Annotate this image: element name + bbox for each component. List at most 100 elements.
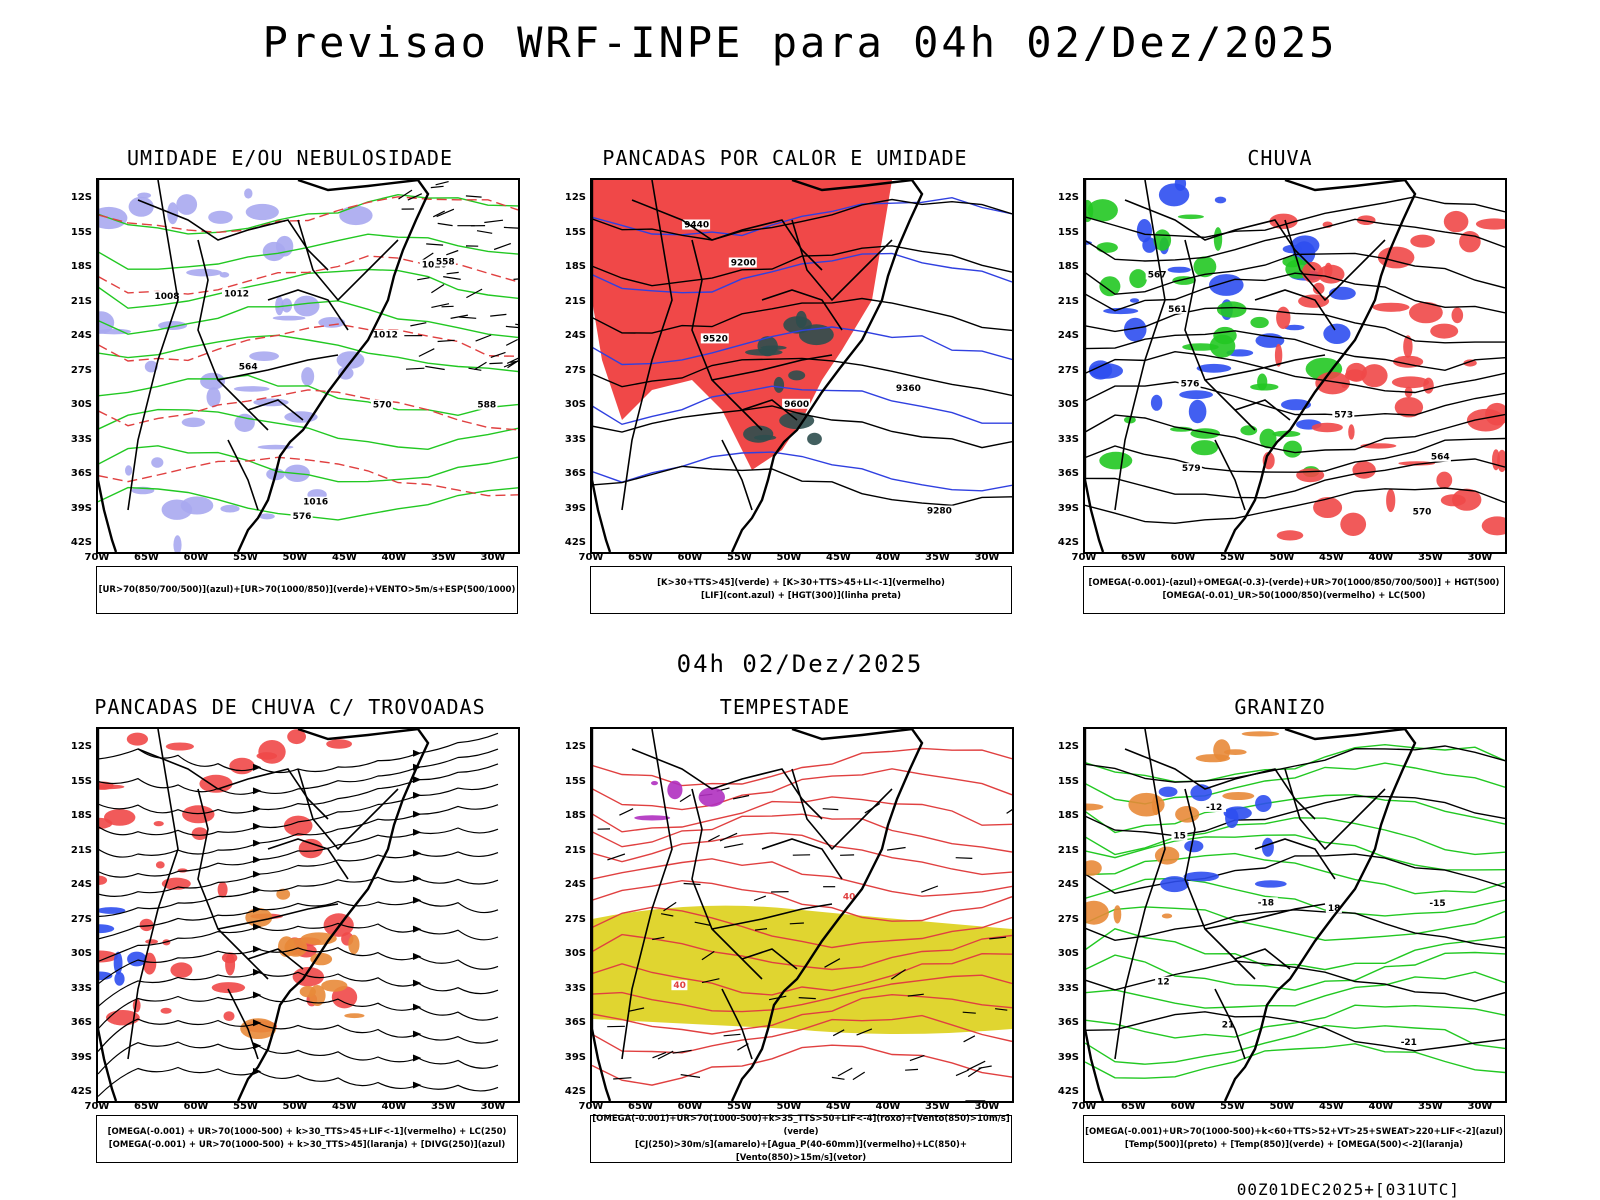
shaded-area [272, 315, 306, 321]
latitude-tick-label: 18S [564, 810, 586, 821]
contour-label-bg [301, 496, 330, 507]
shaded-area [275, 296, 284, 316]
wind-vector-icon [489, 362, 503, 365]
wind-vector-icon [963, 1035, 976, 1043]
contour-line [592, 933, 1012, 971]
shaded-area [1430, 323, 1459, 339]
flow-arrow-icon [412, 925, 422, 933]
latitude-tick-label: 39S [564, 1051, 586, 1063]
legend-line: [LIF](cont.azul) + [HGT(300)](linha pret… [700, 591, 902, 601]
contour-label: 564 [1431, 453, 1450, 463]
wind-vector-icon [475, 334, 492, 342]
contour-line [98, 268, 518, 309]
shaded-area [1085, 900, 1109, 925]
country-state-border [621, 729, 673, 1060]
flow-arrow-icon [412, 1054, 422, 1062]
longitude-tick-label: 55W [727, 1101, 752, 1112]
flow-arrow-icon [252, 856, 262, 864]
shaded-area [1443, 210, 1469, 233]
shaded-area [126, 732, 148, 746]
shaded-area [1410, 234, 1435, 248]
shaded-area [1361, 364, 1388, 388]
longitude-tick-label: 60W [183, 552, 209, 563]
longitude-tick-label: 35W [431, 552, 456, 563]
shaded-area [1352, 461, 1376, 479]
contour-label-bg [782, 398, 811, 409]
contour-line [98, 456, 518, 497]
wind-vector-icon [672, 1049, 692, 1054]
contour-label: 21 [1222, 1020, 1235, 1030]
shaded-area [1315, 371, 1350, 395]
contour-line [1085, 795, 1505, 837]
model-run-label: 00Z01DEC2025+[031UTC] [1236, 1180, 1460, 1199]
latitude-tick-label: 33S [1057, 433, 1079, 445]
shaded-area [1214, 196, 1227, 204]
contour-line [1085, 306, 1505, 344]
latitude-tick-label: 30S [1057, 399, 1079, 410]
shaded-area [98, 924, 115, 934]
country-state-border [137, 748, 329, 820]
latitude-tick-label: 24S [70, 330, 92, 341]
contour-label: 9600 [784, 400, 809, 410]
longitude-tick-label: 70W [84, 552, 110, 563]
contour-label-bg [1398, 1037, 1421, 1048]
contour-label-bg [1204, 801, 1226, 812]
contour-line [592, 357, 1012, 397]
shaded-area [1160, 876, 1189, 893]
legend-line: [OMEGA(-0.001) + UR>70(1000-500) + k>30_… [107, 1127, 507, 1137]
latitude-tick-label: 36S [564, 468, 586, 479]
wind-vector-icon [515, 323, 518, 326]
streamline [98, 748, 499, 795]
wind-vector-icon [955, 857, 973, 859]
latitude-tick-label: 24S [564, 879, 586, 890]
country-state-border [791, 219, 893, 302]
shaded-area [1213, 227, 1223, 251]
contour-line [1085, 960, 1505, 1002]
contour-line [98, 334, 518, 373]
wind-vector-icon [613, 1077, 632, 1080]
flow-arrow-icon [252, 763, 262, 771]
contour-line [1085, 971, 1505, 1009]
contour-line [1085, 458, 1505, 499]
wind-vector-icon [652, 1051, 667, 1059]
contour-label-bg [1332, 409, 1355, 420]
shaded-area [173, 535, 182, 552]
longitude-tick-label: 35W [925, 552, 950, 563]
contour-line [1085, 381, 1505, 417]
shaded-area [155, 861, 165, 869]
shaded-area [233, 386, 270, 392]
contour-line [1085, 745, 1505, 783]
longitude-tick-label: 30W [480, 1101, 506, 1112]
shaded-area [1123, 317, 1147, 342]
latitude-tick-label: 33S [564, 982, 586, 994]
latitude-tick-label: 18S [564, 261, 586, 272]
wind-vector-icon [418, 348, 435, 357]
shaded-area [98, 907, 126, 914]
wind-vector-icon [732, 794, 750, 800]
longitude-tick-label: 50W [1269, 1101, 1295, 1112]
shaded-area [1463, 359, 1477, 367]
contour-label: -15 [1429, 899, 1445, 909]
shaded-area [698, 787, 725, 807]
contour-label-bg [419, 259, 448, 270]
shaded-area [104, 809, 136, 826]
contour-label-bg [152, 291, 181, 302]
contour-line [1085, 928, 1505, 971]
wind-vector-icon [822, 808, 839, 811]
contour-line [98, 374, 518, 417]
shaded-area [1161, 913, 1173, 919]
coastline [98, 729, 430, 1101]
wind-vector-icon [441, 305, 454, 308]
country-state-border [137, 199, 329, 271]
contour-label: 1008 [155, 292, 180, 302]
shaded-area [182, 805, 215, 824]
wind-vector-icon [628, 1007, 645, 1012]
shaded-area [1348, 424, 1355, 440]
shaded-area [98, 971, 113, 981]
map-panel-p4 [96, 727, 520, 1103]
latitude-tick-label: 39S [564, 502, 586, 514]
shaded-area [1128, 792, 1165, 817]
shaded-area [807, 432, 822, 446]
country-state-border [691, 788, 763, 980]
longitude-tick-label: 40W [381, 552, 407, 563]
